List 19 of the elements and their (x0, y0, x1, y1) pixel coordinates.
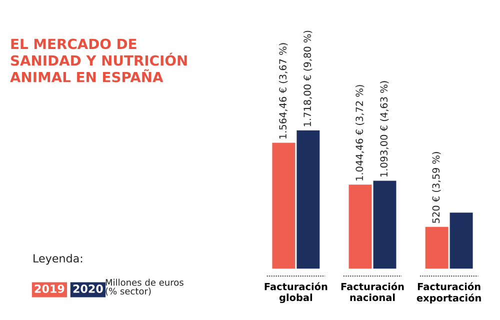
x-tick-label: Facturación nacional (341, 282, 404, 302)
bar (296, 130, 320, 269)
text: 2020 (73, 284, 103, 293)
text: Millones de euros (% sector) (106, 278, 184, 296)
bar (272, 142, 296, 269)
bar (425, 226, 448, 269)
data-label: 1.044,46 € (3,72 %) (356, 85, 364, 180)
data-label: 1.564,46 € (3,67 %) (278, 43, 288, 138)
x-tick-label: Facturación global (264, 282, 328, 304)
bar (348, 184, 372, 269)
data-label: 1.093,00 € (4,63 %) (380, 81, 389, 176)
data-label: 1.718,00 € (9,80 %) (303, 30, 312, 126)
bar (373, 180, 396, 269)
text: EL MERCADO DE SANIDAD Y NUTRICIÓN ANIMAL EN ESPAÑA (10, 38, 187, 82)
text: 2019 (34, 284, 64, 293)
bar (450, 212, 473, 269)
legend-title: Leyenda: (34, 254, 82, 265)
data-label: 520 € (3,59 %) (432, 152, 441, 223)
x-tick-label: Facturación exportación (416, 282, 481, 304)
